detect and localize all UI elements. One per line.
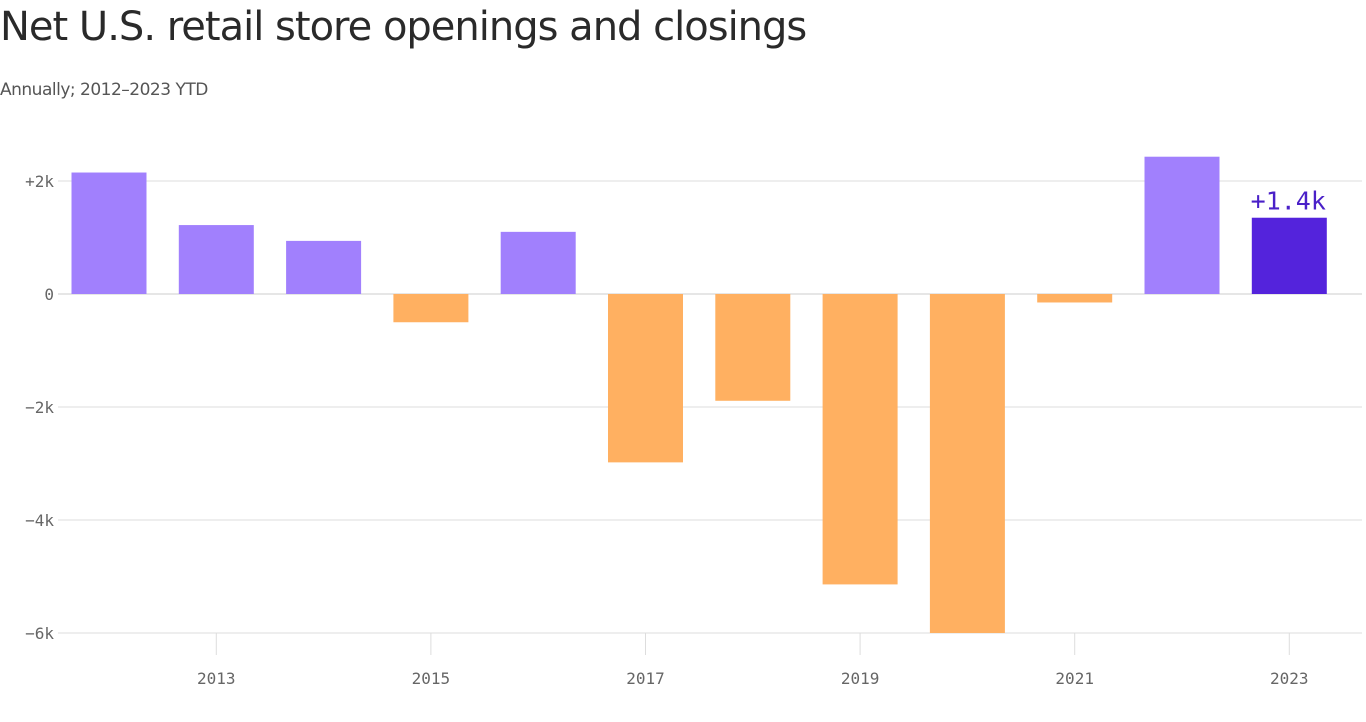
bar-2015 (393, 294, 469, 323)
bar-2016 (500, 231, 576, 294)
x-tick-label: 2017 (626, 669, 665, 688)
x-axis-ticks: 2013 2015 2017 2019 2021 2023 (197, 633, 1309, 688)
chart-title: Net U.S. retail store openings and closi… (0, 4, 807, 50)
y-tick-label: −2k (25, 398, 54, 417)
x-tick-label: 2015 (412, 669, 451, 688)
x-tick-label: 2019 (841, 669, 880, 688)
bar-2021 (1037, 294, 1113, 303)
data-labels: +1.4k (1251, 187, 1326, 216)
x-tick-label: 2021 (1055, 669, 1094, 688)
bar-2014 (286, 240, 362, 294)
y-tick-label: −6k (25, 624, 54, 643)
bar-2022 (1144, 156, 1220, 294)
chart-subtitle: Annually; 2012–2023 YTD (0, 80, 208, 100)
bar-2023 (1251, 217, 1327, 294)
bar-2018 (715, 294, 791, 401)
bar-2017 (608, 294, 683, 463)
highlight-value-label: +1.4k (1251, 187, 1326, 216)
bar-2012 (71, 172, 147, 294)
bar-2020 (929, 294, 1005, 633)
x-tick-label: 2013 (197, 669, 236, 688)
bar-2019 (822, 294, 898, 585)
bars (71, 156, 1327, 633)
y-tick-label: +2k (25, 172, 54, 191)
y-tick-label: 0 (44, 285, 54, 304)
y-axis-ticks: +2k 0 −2k −4k −6k (25, 172, 54, 643)
bar-2013 (178, 225, 254, 294)
y-tick-label: −4k (25, 511, 54, 530)
x-tick-label: 2023 (1270, 669, 1309, 688)
